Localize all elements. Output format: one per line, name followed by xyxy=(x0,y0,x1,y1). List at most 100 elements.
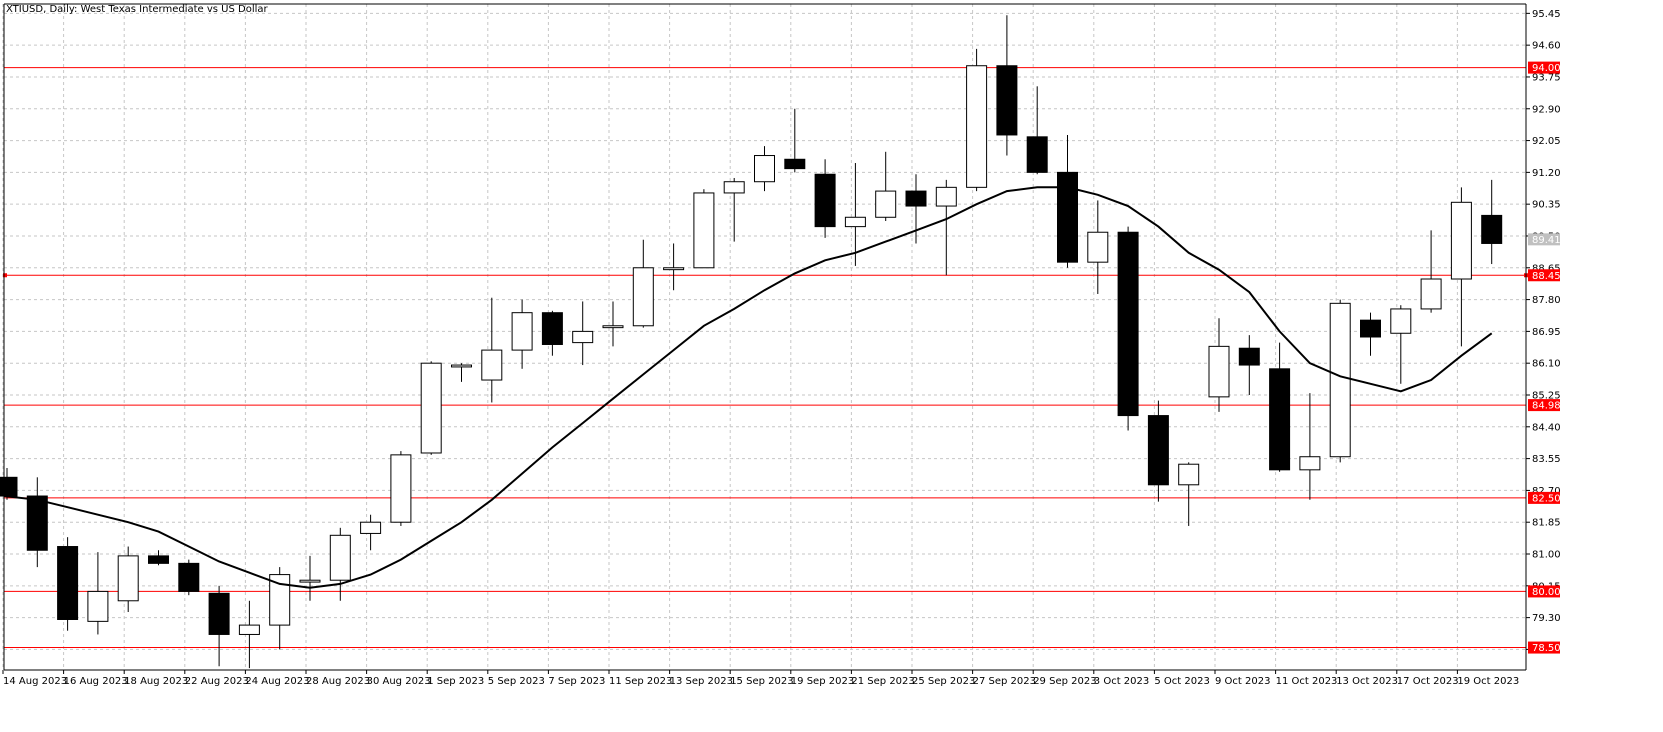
x-tick-label-18: 3 Oct 2023 xyxy=(1094,676,1149,687)
candle-body-33 xyxy=(996,65,1018,136)
candle-body-13 xyxy=(390,454,412,523)
candles xyxy=(0,15,1503,669)
x-tick-label-8: 5 Sep 2023 xyxy=(488,676,545,687)
candle-body-38 xyxy=(1147,415,1169,486)
x-tick-label-20: 9 Oct 2023 xyxy=(1215,676,1270,687)
candle-body-4 xyxy=(117,555,139,602)
candle-body-35 xyxy=(1057,171,1078,263)
candle-body-42 xyxy=(1269,368,1291,471)
y-tick-label-13: 84.40 xyxy=(1532,422,1561,433)
candle-body-10 xyxy=(299,579,321,583)
candle-body-36 xyxy=(1087,231,1109,263)
level-tag-label-5: 78.50 xyxy=(1532,643,1561,654)
y-tick-label-9: 87.80 xyxy=(1532,295,1561,306)
candle-body-2 xyxy=(57,546,79,620)
candle-body-37 xyxy=(1117,231,1139,417)
x-tick-label-6: 30 Aug 2023 xyxy=(367,676,431,687)
level-tag-0 xyxy=(1528,61,1560,74)
candle-body-41 xyxy=(1238,347,1260,366)
level-tag-4 xyxy=(1528,585,1560,598)
y-tick-label-10: 86.95 xyxy=(1532,327,1561,338)
candle-body-14 xyxy=(420,362,442,454)
y-tick-label-5: 91.20 xyxy=(1532,168,1561,179)
candle-body-19 xyxy=(572,330,594,344)
level-marker-left xyxy=(3,273,7,278)
x-tick-label-19: 5 Oct 2023 xyxy=(1154,676,1209,687)
candle-body-25 xyxy=(754,155,775,183)
candle-body-16 xyxy=(481,349,503,381)
candle-body-28 xyxy=(844,216,866,228)
candle-body-43 xyxy=(1299,456,1321,471)
candle-body-0 xyxy=(0,476,18,497)
current-price-label: 89.41 xyxy=(1532,235,1561,246)
candle-body-15 xyxy=(451,364,472,368)
candle-body-44 xyxy=(1329,302,1351,458)
candle-body-22 xyxy=(663,267,685,271)
x-tick-label-16: 27 Sep 2023 xyxy=(973,676,1036,687)
x-tick-label-23: 17 Oct 2023 xyxy=(1397,676,1459,687)
x-tick-label-0: 14 Aug 2023 xyxy=(3,676,67,687)
level-tag-label-3: 82.50 xyxy=(1532,493,1561,504)
y-tick-label-19: 79.30 xyxy=(1532,613,1561,624)
x-tick-label-17: 29 Sep 2023 xyxy=(1033,676,1096,687)
candle-body-46 xyxy=(1390,308,1412,334)
candle-body-21 xyxy=(632,267,654,327)
candle-body-8 xyxy=(238,624,260,635)
level-tag-label-4: 80.00 xyxy=(1532,587,1561,598)
candle-body-45 xyxy=(1360,319,1381,338)
candle-body-24 xyxy=(723,181,745,194)
level-tag-label-0: 94.00 xyxy=(1532,63,1561,74)
x-tick-label-4: 24 Aug 2023 xyxy=(245,676,309,687)
x-tick-label-15: 25 Sep 2023 xyxy=(912,676,975,687)
candle-body-39 xyxy=(1178,463,1200,486)
x-tick-label-14: 21 Sep 2023 xyxy=(851,676,914,687)
candle-body-7 xyxy=(208,592,230,635)
price-tags: 94.00 88.45 84.98 82.50 80.00 78.50 89.41 xyxy=(1528,61,1561,654)
x-tick-label-5: 28 Aug 2023 xyxy=(306,676,370,687)
y-tick-label-4: 92.05 xyxy=(1532,136,1561,147)
y-tick-label-0: 95.45 xyxy=(1532,9,1561,20)
x-tick-label-2: 18 Aug 2023 xyxy=(124,676,188,687)
candle-body-6 xyxy=(178,562,200,592)
y-tick-labels: 95.4594.6093.7592.9092.0591.2090.3589.50… xyxy=(1526,9,1561,656)
x-tick-label-12: 15 Sep 2023 xyxy=(730,676,793,687)
candle-body-12 xyxy=(360,521,382,534)
candle-body-11 xyxy=(329,534,351,581)
x-tick-label-11: 13 Sep 2023 xyxy=(670,676,733,687)
candle-body-5 xyxy=(148,555,169,564)
x-tick-label-3: 22 Aug 2023 xyxy=(185,676,249,687)
candle-body-29 xyxy=(875,190,897,218)
candle-body-48 xyxy=(1450,201,1472,280)
axes xyxy=(3,3,1527,671)
candle-body-47 xyxy=(1420,278,1442,310)
candle-body-26 xyxy=(784,158,806,170)
chart-title: XTIUSD, Daily: West Texas Intermediate v… xyxy=(6,4,269,15)
level-tag-2 xyxy=(1528,399,1560,412)
level-tag-label-2: 84.98 xyxy=(1532,401,1561,412)
y-tick-label-3: 92.90 xyxy=(1532,104,1561,115)
y-tick-label-1: 94.60 xyxy=(1532,41,1561,52)
candle-body-3 xyxy=(87,590,109,622)
candle-body-17 xyxy=(511,312,533,351)
candle-body-32 xyxy=(966,65,988,188)
x-tick-label-7: 1 Sep 2023 xyxy=(427,676,484,687)
x-tick-label-10: 11 Sep 2023 xyxy=(609,676,672,687)
candle-body-27 xyxy=(814,173,836,228)
candle-body-40 xyxy=(1208,345,1230,398)
x-tick-label-9: 7 Sep 2023 xyxy=(548,676,605,687)
current-price-tag xyxy=(1528,233,1560,246)
x-tick-label-21: 11 Oct 2023 xyxy=(1276,676,1338,687)
y-tick-label-11: 86.10 xyxy=(1532,359,1561,370)
level-tag-3 xyxy=(1528,491,1560,504)
y-tick-label-16: 81.85 xyxy=(1532,518,1561,529)
level-tag-5 xyxy=(1528,641,1560,654)
candle-body-49 xyxy=(1481,214,1503,244)
candle-body-18 xyxy=(541,312,563,345)
y-tick-label-8: 88.65 xyxy=(1532,263,1561,274)
candle-body-1 xyxy=(26,495,48,551)
candle-body-30 xyxy=(905,190,927,207)
y-tick-label-15: 82.70 xyxy=(1532,486,1561,497)
y-tick-label-2: 93.75 xyxy=(1532,72,1561,83)
